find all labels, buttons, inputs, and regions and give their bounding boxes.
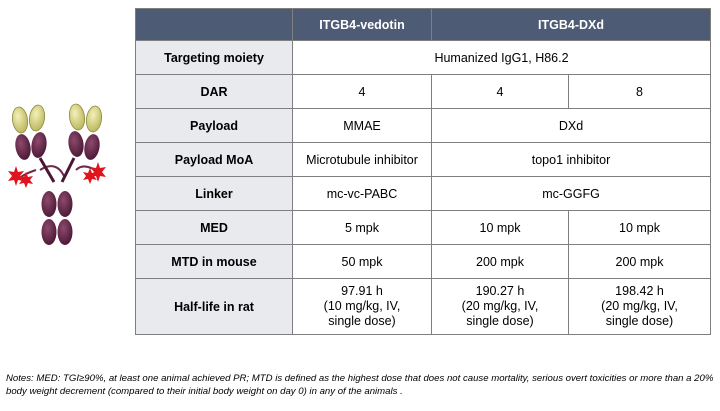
cell-value: mc-GGFG — [430, 176, 712, 211]
hinge — [38, 157, 76, 183]
cell-value: 190.27 h (20 mg/kg, IV, single dose) — [431, 278, 569, 335]
cell-value: DXd — [430, 108, 712, 143]
header-blank-cell — [135, 8, 293, 41]
right-fab-arm — [68, 103, 103, 160]
cell-value: 200 mpk — [431, 244, 569, 279]
row-label: Payload — [135, 108, 293, 143]
halflife-value: 198.42 h — [615, 284, 664, 298]
cell-value: 10 mpk — [431, 210, 569, 245]
row-label: Payload MoA — [135, 142, 293, 177]
table-row-halflife: Half-life in rat 97.91 h (10 mg/kg, IV, … — [135, 278, 712, 335]
table-row-moa: Payload MoA Microtubule inhibitor topo1 … — [135, 142, 712, 177]
fc-domain — [41, 191, 73, 245]
row-label: Half-life in rat — [135, 278, 293, 335]
left-fab-arm — [11, 104, 47, 160]
cell-value: 8 — [567, 74, 712, 109]
cell-value: Microtubule inhibitor — [292, 142, 432, 177]
halflife-value: 190.27 h — [475, 284, 525, 298]
footnote-notes: Notes: MED: TGI≥90%, at least one animal… — [6, 373, 714, 397]
cell-value: topo1 inhibitor — [430, 142, 712, 177]
halflife-regimen: single dose) — [605, 314, 674, 328]
cell-value: Humanized IgG1, H86.2 — [291, 40, 712, 75]
table-row-targeting: Targeting moiety Humanized IgG1, H86.2 — [135, 40, 712, 75]
halflife-value: 97.91 h — [341, 284, 383, 298]
halflife-dose: (20 mg/kg, IV, — [601, 299, 678, 313]
row-label: MTD in mouse — [135, 244, 293, 279]
cell-value: mc-vc-PABC — [292, 176, 432, 211]
cell-value: 4 — [431, 74, 569, 109]
row-label: Targeting moiety — [135, 40, 293, 75]
table-row-dar: DAR 4 4 8 — [135, 74, 712, 109]
cell-value: 10 mpk — [567, 210, 712, 245]
table-row-med: MED 5 mpk 10 mpk 10 mpk — [135, 210, 712, 245]
cell-value: MMAE — [292, 108, 432, 143]
row-label: Linker — [135, 176, 293, 211]
halflife-regimen: single dose) — [466, 314, 534, 328]
halflife-regimen: single dose) — [328, 314, 396, 328]
header-itgb4-vedotin: ITGB4-vedotin — [292, 8, 432, 41]
cell-value: 97.91 h (10 mg/kg, IV, single dose) — [292, 278, 432, 335]
cell-value: 200 mpk — [567, 244, 712, 279]
payload-icon — [8, 162, 106, 188]
header-itgb4-dxd: ITGB4-DXd — [430, 8, 712, 41]
table-row-payload: Payload MMAE DXd — [135, 108, 712, 143]
table-row-mtd: MTD in mouse 50 mpk 200 mpk 200 mpk — [135, 244, 712, 279]
cell-value: 5 mpk — [292, 210, 432, 245]
halflife-dose: (20 mg/kg, IV, — [461, 299, 539, 313]
cell-value: 198.42 h (20 mg/kg, IV, single dose) — [567, 278, 712, 335]
cell-value: 50 mpk — [292, 244, 432, 279]
adc-comparison-table: ITGB4-vedotin ITGB4-DXd Targeting moiety… — [135, 8, 712, 335]
row-label: DAR — [135, 74, 293, 109]
table-row-linker: Linker mc-vc-PABC mc-GGFG — [135, 176, 712, 211]
halflife-dose: (10 mg/kg, IV, — [323, 299, 401, 313]
cell-value: 4 — [292, 74, 432, 109]
row-label: MED — [135, 210, 293, 245]
adc-antibody-illustration — [8, 103, 106, 245]
